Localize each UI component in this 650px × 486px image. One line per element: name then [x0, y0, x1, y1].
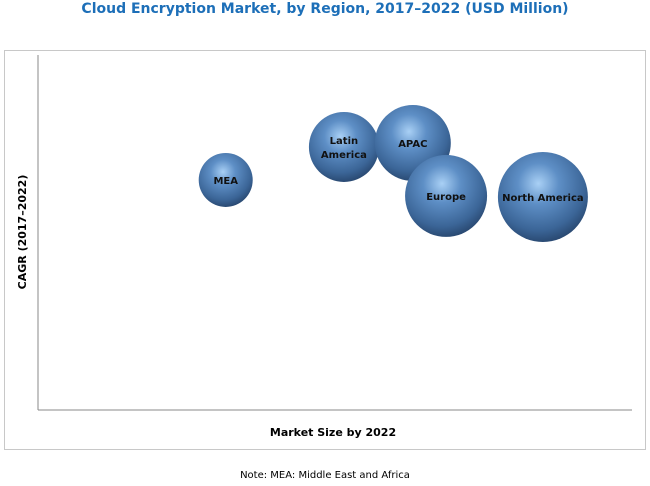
bubble-mea — [198, 152, 253, 207]
chart-title: Cloud Encryption Market, by Region, 2017… — [81, 1, 569, 17]
chart-frame — [4, 50, 646, 450]
bubble-label: Latin America — [321, 136, 367, 161]
bubble-europe — [405, 154, 488, 237]
bubble-label: Europe — [426, 192, 466, 203]
bubble-label: North America — [502, 193, 584, 204]
x-axis-label: Market Size by 2022 — [270, 426, 396, 439]
bubble-label: MEA — [213, 176, 238, 187]
footnote: Note: MEA: Middle East and Africa — [240, 470, 410, 481]
bubble-north-america — [497, 152, 588, 242]
y-axis-label: CAGR (2017–2022) — [16, 175, 29, 290]
bubble-label: APAC — [398, 139, 427, 150]
bubble-latin-america — [308, 111, 379, 182]
